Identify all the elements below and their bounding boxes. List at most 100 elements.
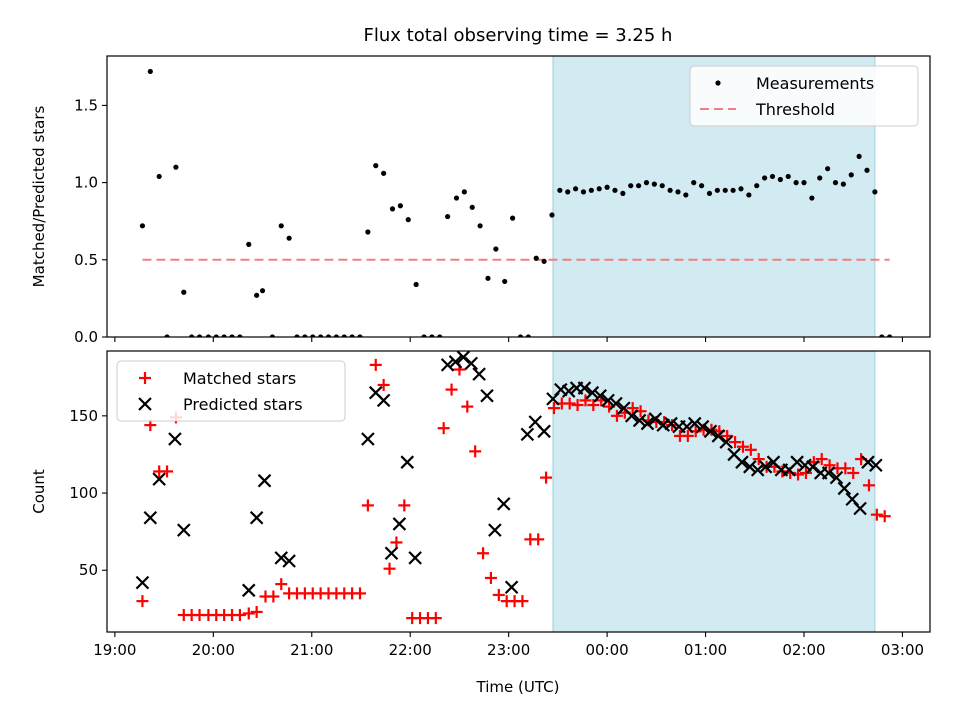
data-point (754, 183, 760, 189)
data-point (762, 175, 768, 181)
bottom-panel: 19:00 20:00 21:00 22:00 23:00 00:00 01:00 02:00… (30, 350, 931, 659)
data-point (294, 334, 300, 337)
y-axis-label: Count (30, 469, 48, 514)
data-point (437, 422, 450, 435)
data-point (405, 217, 411, 223)
data-point (456, 351, 471, 364)
data-point (453, 195, 460, 201)
data-point (832, 180, 839, 186)
data-point (397, 203, 403, 209)
data-point (282, 554, 296, 568)
data-point (269, 334, 275, 337)
data-point (488, 523, 502, 537)
data-point (743, 460, 757, 474)
data-point (400, 455, 415, 469)
data-point (801, 180, 807, 186)
data-point (259, 288, 266, 294)
data-point (254, 292, 260, 298)
data-point (604, 184, 610, 190)
data-point (577, 381, 592, 395)
data-point (477, 547, 490, 560)
x-axis-label: Time (UTC) (476, 678, 560, 696)
data-point (758, 460, 773, 474)
series-measurements (139, 68, 893, 337)
data-point (156, 173, 162, 180)
data-point (520, 427, 535, 442)
data-point (365, 229, 371, 235)
data-point (492, 588, 505, 601)
data-point (870, 508, 883, 521)
data-point (445, 213, 451, 220)
data-point (648, 412, 663, 426)
x-tick-label: 02:00 (782, 641, 825, 659)
data-point (398, 499, 411, 512)
data-point (738, 186, 744, 192)
data-point (408, 551, 422, 565)
x-tick-label: 20:00 (192, 641, 235, 659)
data-point (825, 166, 831, 172)
data-point (821, 466, 836, 480)
data-point (485, 275, 491, 281)
data-point (809, 195, 815, 201)
data-point (643, 180, 650, 186)
legend-label: Threshold (755, 100, 835, 119)
data-point (525, 334, 531, 337)
data-point (752, 453, 765, 466)
data-point (540, 471, 553, 484)
data-point (612, 187, 618, 193)
data-point (537, 424, 551, 439)
data-point (667, 187, 673, 193)
data-point (147, 68, 153, 75)
data-point (651, 181, 657, 187)
data-point (286, 235, 292, 241)
data-point (879, 334, 885, 337)
data-point (659, 183, 665, 189)
data-point (839, 462, 852, 475)
data-point (722, 187, 728, 193)
data-point (730, 187, 736, 193)
data-point (691, 180, 697, 186)
data-point (461, 400, 474, 413)
data-point (837, 481, 852, 496)
data-point (585, 385, 600, 400)
data-point (384, 546, 399, 561)
data-point (213, 334, 219, 337)
data-point (135, 575, 150, 590)
data-point (601, 393, 615, 408)
data-point (541, 258, 547, 264)
data-point (571, 399, 584, 412)
data-point (139, 223, 146, 229)
data-point (310, 334, 316, 337)
data-point (632, 413, 647, 428)
axes-frame (106, 350, 931, 633)
y-tick-label: 1.0 (74, 174, 98, 192)
data-point (373, 163, 379, 169)
data-point (392, 517, 407, 531)
data-point (136, 595, 149, 608)
data-point (861, 455, 875, 469)
data-point (680, 419, 694, 434)
observing-window-span (552, 350, 876, 633)
data-point (683, 192, 689, 198)
x-tick-label: 22:00 (389, 641, 432, 659)
data-point (872, 189, 878, 195)
data-point (196, 334, 203, 337)
x-tick-label: 23:00 (487, 641, 530, 659)
data-point (413, 281, 419, 288)
y-tick-label: 150 (69, 407, 98, 425)
legend-label: Matched stars (183, 369, 296, 388)
data-point (429, 334, 435, 337)
data-point (354, 587, 367, 600)
data-point (735, 455, 749, 469)
data-point (799, 466, 812, 479)
data-point (848, 172, 854, 178)
data-point (785, 173, 791, 180)
data-point (806, 460, 820, 474)
data-point (681, 429, 694, 442)
data-point (847, 466, 860, 479)
data-point (376, 393, 391, 408)
top-panel: 0.0 0.5 1.0 1.5 Matched/Predicted stars Measu… (30, 55, 931, 346)
plot-area (135, 351, 891, 625)
data-point (769, 173, 776, 180)
data-point (609, 396, 623, 411)
